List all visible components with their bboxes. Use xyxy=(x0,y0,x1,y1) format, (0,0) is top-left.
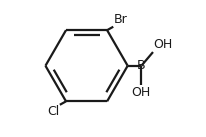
Text: Br: Br xyxy=(114,13,128,26)
Text: OH: OH xyxy=(154,38,173,51)
Text: OH: OH xyxy=(132,86,151,99)
Text: Cl: Cl xyxy=(47,105,59,119)
Text: B: B xyxy=(137,59,146,72)
